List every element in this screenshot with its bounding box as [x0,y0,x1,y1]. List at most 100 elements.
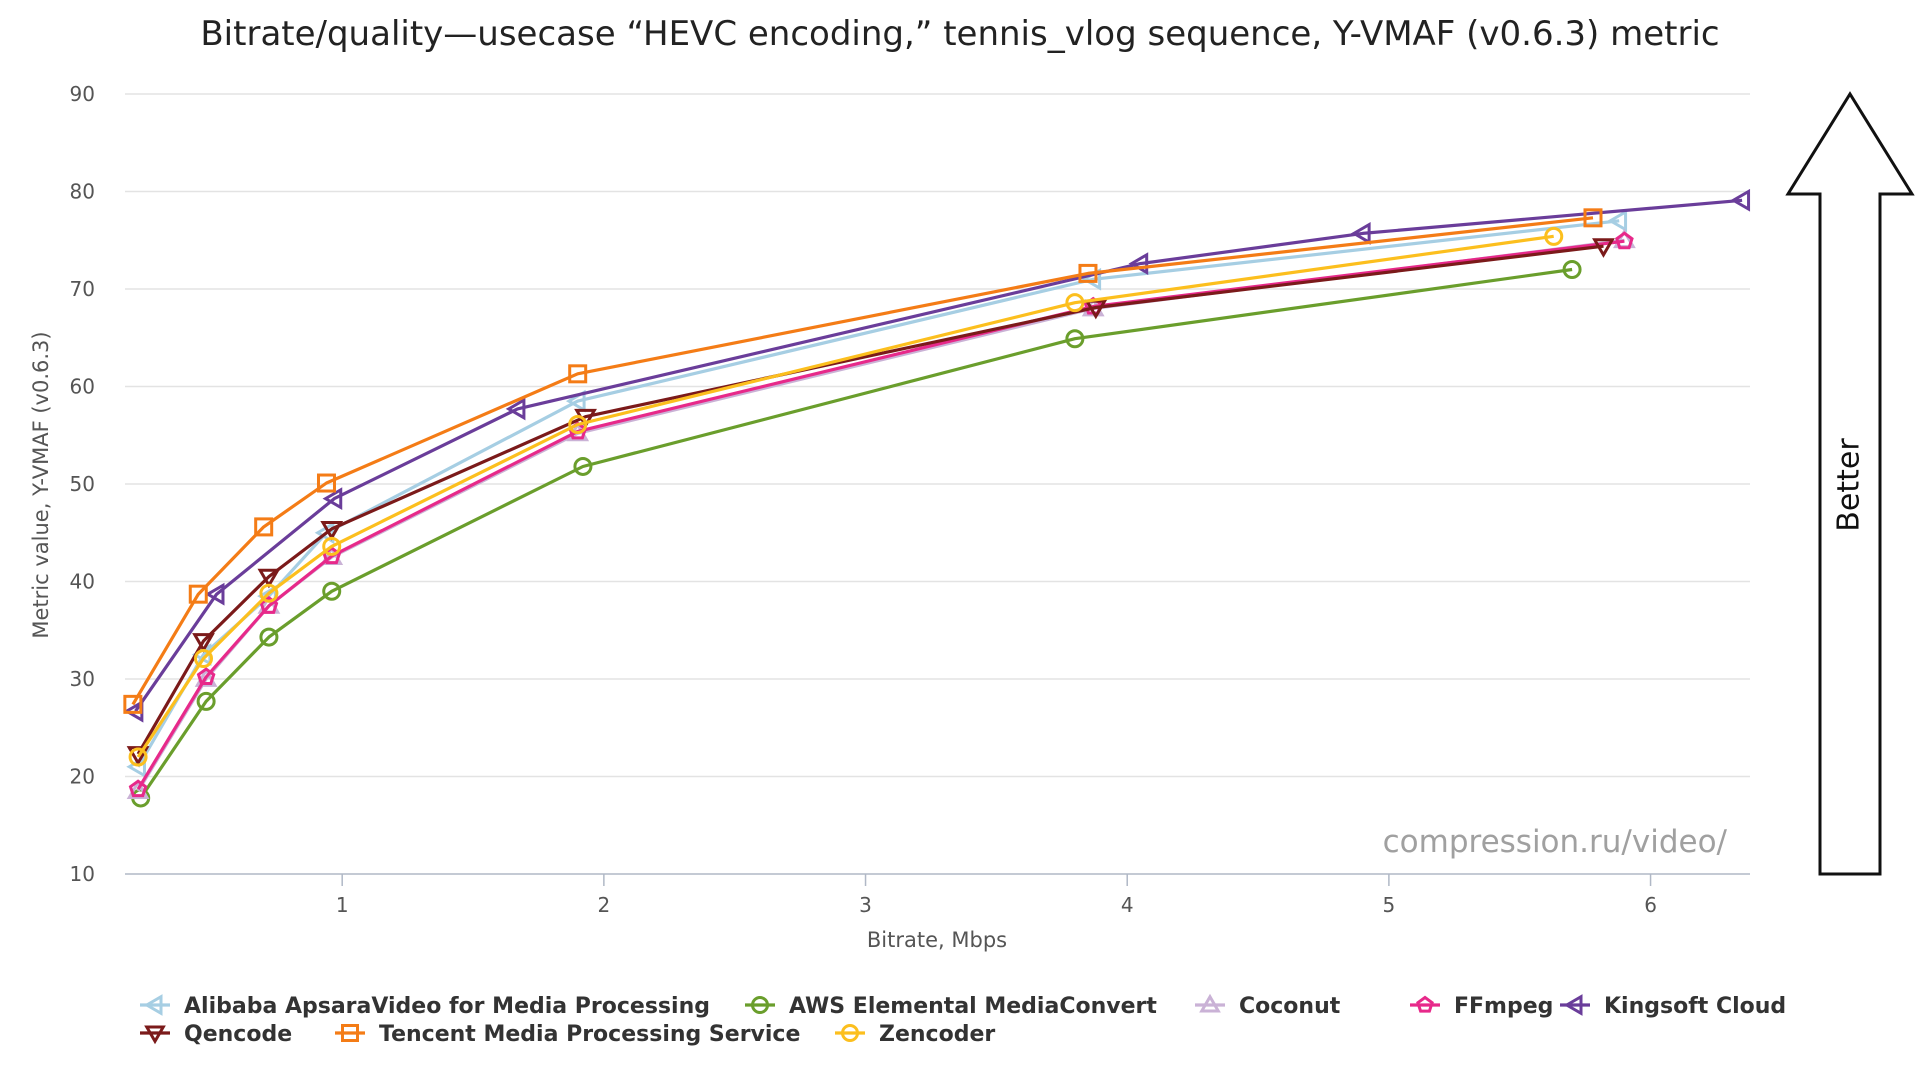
data-point [1592,238,1615,258]
y-tick-label: 10 [70,862,95,886]
legend-label: FFmpeg [1454,994,1553,1019]
data-point [320,520,344,541]
legend-label: Alibaba ApsaraVideo for Media Processing [184,994,710,1019]
data-point [254,517,274,537]
y-tick-label: 70 [70,277,95,301]
series-line [134,198,1743,713]
data-point [128,779,148,798]
x-tick-label: 1 [336,893,349,917]
y-tick-label: 80 [70,180,95,204]
data-point [505,397,526,421]
data-point [123,694,143,714]
x-tick-label: 6 [1644,893,1657,917]
series-1 [126,209,1628,779]
data-point [1544,226,1564,246]
x-tick-label: 2 [597,893,610,917]
data-point [259,627,279,647]
data-point [1730,188,1751,212]
data-point [196,667,216,686]
series-3 [126,228,1636,800]
legend-item[interactable]: Coconut [1195,993,1341,1019]
data-point [128,747,148,767]
legend-label: Qencode [184,1022,292,1047]
legend: Alibaba ApsaraVideo for Media Processing… [140,993,1786,1047]
legend-marker [751,996,769,1014]
y-tick-label: 90 [70,82,95,106]
series-line [131,216,1594,706]
data-point [188,584,208,604]
data-point [194,649,214,669]
chart-title: Bitrate/quality—usecase “HEVC encoding,”… [200,14,1719,54]
data-point [1607,209,1628,233]
better-arrow-label: Better [1832,438,1867,532]
legend-label: AWS Elemental MediaConvert [789,994,1157,1019]
y-tick-label: 30 [70,667,95,691]
y-tick-label: 50 [70,472,95,496]
legend-marker [1563,994,1583,1016]
legend-marker [144,1025,166,1045]
legend-item[interactable]: Qencode [140,1022,292,1047]
gridlines [125,93,1750,778]
x-axis-ticks: 1 2 3 4 5 6 [336,874,1657,917]
series-6 [126,238,1615,766]
y-tick-label: 40 [70,570,95,594]
series-8 [128,226,1564,767]
data-point [568,364,588,384]
data-point [1065,293,1085,313]
legend-marker [341,1024,359,1042]
legend-marker [143,994,163,1016]
series-line [136,219,1620,768]
data-point [196,691,216,711]
data-point [126,779,150,800]
data-point [573,456,593,476]
series-line [136,244,1604,755]
data-point [194,667,218,687]
x-tick-label: 4 [1121,893,1134,917]
legend-item[interactable]: FFmpeg [1410,994,1553,1019]
y-axis-label: Metric value, Y-VMAF (v0.6.3) [29,331,53,638]
series-line [139,267,1573,799]
legend-item[interactable]: Zencoder [835,1022,995,1047]
legend-item[interactable]: AWS Elemental MediaConvert [745,994,1157,1019]
data-point [568,415,588,435]
legend-item[interactable]: Tencent Media Processing Service [335,1022,800,1047]
data-point [192,633,215,653]
x-tick-label: 3 [859,893,872,917]
data-point [1065,329,1085,349]
better-arrow-shape [1785,91,1915,876]
data-point [1615,231,1634,250]
legend-item[interactable]: Kingsoft Cloud [1560,994,1786,1019]
series-line [136,234,1554,758]
data-point [322,487,343,511]
series-5 [123,188,1751,723]
y-tick-label: 60 [70,375,95,399]
data-point [322,536,342,556]
series-4 [128,231,1634,798]
data-point [1583,208,1603,228]
data-point [322,581,342,601]
y-axis-ticks: 10 20 30 40 50 60 70 80 90 [70,82,95,886]
x-tick-label: 5 [1383,893,1396,917]
data-point [316,473,336,493]
series-2 [131,260,1582,808]
legend-item[interactable]: Alibaba ApsaraVideo for Media Processing [140,994,710,1019]
y-tick-label: 20 [70,765,95,789]
data-point [204,582,225,606]
better-arrow: Better [1785,91,1915,876]
x-axis-label: Bitrate, Mbps [867,928,1007,952]
data-point [259,583,279,603]
data-point [1350,222,1371,245]
data-point [1562,260,1582,279]
data-point [259,596,279,614]
data-point [1078,263,1098,283]
legend-label: Tencent Media Processing Service [379,1022,800,1047]
legend-marker [841,1024,859,1042]
legend-marker [1199,993,1221,1013]
data-point [257,568,281,589]
series-7 [123,208,1603,714]
legend-label: Coconut [1239,994,1341,1019]
watermark: compression.ru/video/ [1383,824,1728,860]
series-group [123,188,1751,808]
legend-label: Kingsoft Cloud [1604,994,1786,1019]
